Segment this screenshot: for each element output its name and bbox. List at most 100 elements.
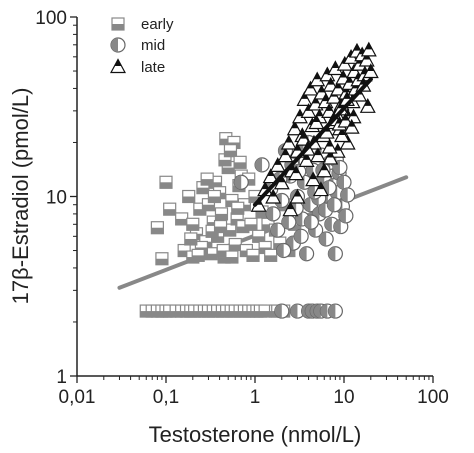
y-axis-title: 17β-Estradiol (pmol/L) <box>8 88 33 305</box>
marker-fill <box>365 42 373 50</box>
marker-fill <box>314 148 322 156</box>
late-point <box>282 201 299 217</box>
marker-fill <box>217 250 230 257</box>
early-point <box>163 202 177 216</box>
mid-point <box>289 303 306 319</box>
marker-fill <box>286 202 294 210</box>
marker-fill <box>114 59 122 66</box>
marker-fill <box>312 115 320 123</box>
late-point <box>295 130 312 146</box>
marker-fill <box>290 304 298 319</box>
x-tick-label: 10 <box>333 387 354 408</box>
early-point <box>225 250 239 264</box>
marker-fill <box>281 148 289 156</box>
marker-fill <box>343 92 351 99</box>
series-late <box>250 41 379 217</box>
marker-fill <box>163 209 176 216</box>
marker-fill <box>320 163 328 171</box>
legend-marker-mid <box>110 37 126 53</box>
early-point <box>233 155 247 169</box>
legend: early mid late <box>109 16 174 76</box>
marker-fill <box>339 71 347 78</box>
marker-fill <box>160 182 172 189</box>
marker-fill <box>338 128 346 136</box>
late-point <box>322 149 339 165</box>
marker-fill <box>322 94 330 102</box>
marker-fill <box>348 120 356 127</box>
marker-fill <box>266 206 274 221</box>
mid-point <box>254 157 270 173</box>
marker-fill <box>309 172 317 180</box>
marker-fill <box>353 44 361 51</box>
late-point <box>265 188 282 204</box>
mid-point <box>276 242 292 259</box>
late-point <box>296 91 313 106</box>
marker-fill <box>204 253 217 260</box>
marker-fill <box>256 211 269 218</box>
mid-point <box>318 231 334 247</box>
marker-fill <box>288 224 301 231</box>
marker-fill <box>327 78 335 85</box>
legend-marker-shape <box>109 58 127 74</box>
late-point <box>286 120 303 136</box>
marker-fill <box>252 236 265 243</box>
marker-fill <box>337 175 344 190</box>
marker-fill <box>294 229 302 244</box>
mid-point <box>233 174 249 190</box>
early-point <box>184 232 198 246</box>
marker-fill <box>238 204 251 211</box>
marker-fill <box>281 215 289 230</box>
marker-fill <box>304 215 312 230</box>
mid-point <box>327 303 343 319</box>
marker-fill <box>224 150 237 157</box>
marker-fill <box>222 167 235 174</box>
marker-fill <box>296 109 304 117</box>
marker-fill <box>326 139 334 147</box>
mid-point <box>299 246 315 262</box>
marker-fill <box>175 218 188 225</box>
mid-point <box>336 174 352 190</box>
legend-marker-shape <box>110 37 126 53</box>
late-point <box>337 112 354 128</box>
early-point <box>214 207 229 221</box>
late-point <box>360 41 377 57</box>
marker-fill <box>202 204 215 211</box>
mid-point <box>340 187 356 203</box>
marker-fill <box>342 114 350 121</box>
marker-fill <box>262 224 275 231</box>
marker-fill <box>292 166 300 174</box>
marker-fill <box>367 64 375 72</box>
late-point <box>289 188 306 204</box>
marker-fill <box>318 203 326 218</box>
marker-fill <box>249 196 261 203</box>
marker-fill <box>219 138 232 145</box>
late-point <box>280 134 297 150</box>
late-point <box>308 114 325 130</box>
marker-fill <box>259 311 272 318</box>
marker-fill <box>328 246 336 261</box>
x-tick-label: 1 <box>250 387 261 408</box>
marker-fill <box>215 213 228 220</box>
marker-fill <box>326 150 334 158</box>
marker-fill <box>274 158 282 165</box>
mid-point <box>338 208 354 224</box>
mid-point <box>265 206 281 222</box>
marker-fill <box>184 238 197 245</box>
early-point <box>231 201 245 215</box>
marker-fill <box>267 169 275 177</box>
marker-fill <box>214 226 227 233</box>
marker-fill <box>276 243 284 258</box>
marker-fill <box>313 72 321 80</box>
late-point <box>343 118 360 134</box>
marker-fill <box>328 304 336 319</box>
marker-fill <box>303 197 311 212</box>
marker-fill <box>231 208 244 215</box>
legend-label-late: late <box>141 59 165 76</box>
mid-point <box>293 228 309 244</box>
marker-fill <box>269 190 277 197</box>
marker-fill <box>223 230 236 237</box>
marker-fill <box>299 246 307 261</box>
marker-fill <box>299 132 307 139</box>
marker-fill <box>209 182 222 189</box>
